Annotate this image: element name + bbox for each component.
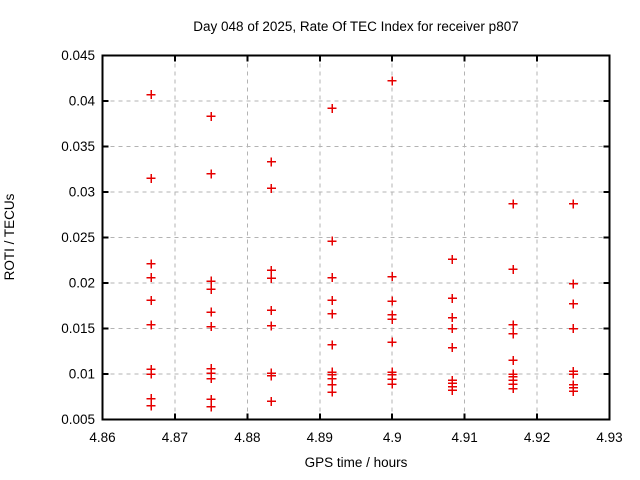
x-tick-label: 4.91 (452, 430, 478, 445)
data-point-marker (447, 343, 457, 353)
data-point-marker (206, 322, 216, 332)
data-point-marker (508, 329, 518, 339)
data-point-marker (206, 307, 216, 317)
data-point-marker (327, 340, 337, 350)
data-point-marker (266, 157, 276, 167)
data-point-marker (327, 236, 337, 246)
data-point-marker (447, 324, 457, 333)
data-point-layer (146, 76, 578, 412)
data-point-marker (568, 199, 578, 209)
x-tick-label: 4.93 (596, 430, 622, 445)
data-point-marker (266, 273, 276, 283)
data-point-marker (146, 401, 156, 411)
data-point-marker (568, 369, 578, 379)
data-point-marker (146, 295, 156, 305)
grid-layer (102, 55, 610, 420)
data-point-marker (266, 321, 276, 331)
y-tick-label: 0.005 (61, 412, 95, 427)
y-tick-label: 0.03 (69, 185, 95, 200)
data-point-marker (508, 384, 518, 394)
x-tick-label: 4.88 (234, 430, 260, 445)
data-point-marker (146, 273, 156, 283)
data-point-marker (568, 324, 578, 333)
data-point-marker (146, 369, 156, 379)
data-point-marker (568, 299, 578, 309)
data-point-marker (387, 337, 397, 347)
x-tick-label: 4.89 (307, 430, 333, 445)
label-layer: Day 048 of 2025, Rate Of TEC Index for r… (2, 19, 623, 470)
y-tick-label: 0.04 (69, 94, 96, 109)
y-tick-label: 0.035 (61, 139, 95, 154)
data-point-marker (508, 264, 518, 274)
data-point-marker (146, 90, 156, 100)
x-axis-title: GPS time / hours (305, 455, 408, 470)
data-point-marker (327, 387, 337, 397)
data-point-marker (387, 76, 397, 86)
data-point-marker (447, 385, 457, 395)
data-point-marker (327, 273, 337, 283)
data-point-marker (146, 173, 156, 183)
data-point-marker (266, 371, 276, 381)
data-point-marker (447, 313, 457, 323)
data-point-marker (387, 314, 397, 324)
data-point-marker (508, 320, 518, 330)
data-point-marker (206, 284, 216, 294)
data-point-marker (206, 374, 216, 384)
y-axis-title: ROTI / TECUs (2, 193, 17, 280)
y-tick-label: 0.015 (61, 321, 95, 336)
x-tick-label: 4.92 (524, 430, 550, 445)
x-tick-label: 4.9 (383, 430, 402, 445)
x-tick-label: 4.86 (89, 430, 115, 445)
chart-title: Day 048 of 2025, Rate Of TEC Index for r… (193, 19, 518, 34)
data-point-marker (206, 111, 216, 121)
data-point-marker (327, 309, 337, 319)
data-point-marker (447, 293, 457, 303)
data-point-marker (508, 355, 518, 365)
data-point-marker (146, 320, 156, 330)
y-tick-label: 0.02 (69, 276, 95, 291)
data-point-marker (266, 396, 276, 406)
tick-layer (101, 54, 611, 421)
y-tick-label: 0.025 (61, 230, 95, 245)
data-point-marker (266, 265, 276, 275)
data-point-marker (327, 103, 337, 113)
data-point-marker (568, 279, 578, 289)
plot-border (101, 54, 611, 421)
data-point-marker (206, 169, 216, 179)
data-point-marker (266, 183, 276, 193)
data-point-marker (327, 295, 337, 305)
data-point-marker (387, 379, 397, 389)
data-point-marker (266, 305, 276, 315)
data-point-marker (508, 199, 518, 209)
data-point-marker (387, 272, 397, 282)
data-point-marker (206, 402, 216, 412)
data-point-marker (146, 259, 156, 269)
data-point-marker (387, 296, 397, 306)
y-tick-label: 0.045 (61, 48, 95, 63)
data-point-marker (568, 386, 578, 396)
y-tick-label: 0.01 (69, 367, 95, 382)
x-tick-label: 4.87 (162, 430, 188, 445)
data-point-marker (206, 276, 216, 286)
data-point-marker (447, 254, 457, 264)
